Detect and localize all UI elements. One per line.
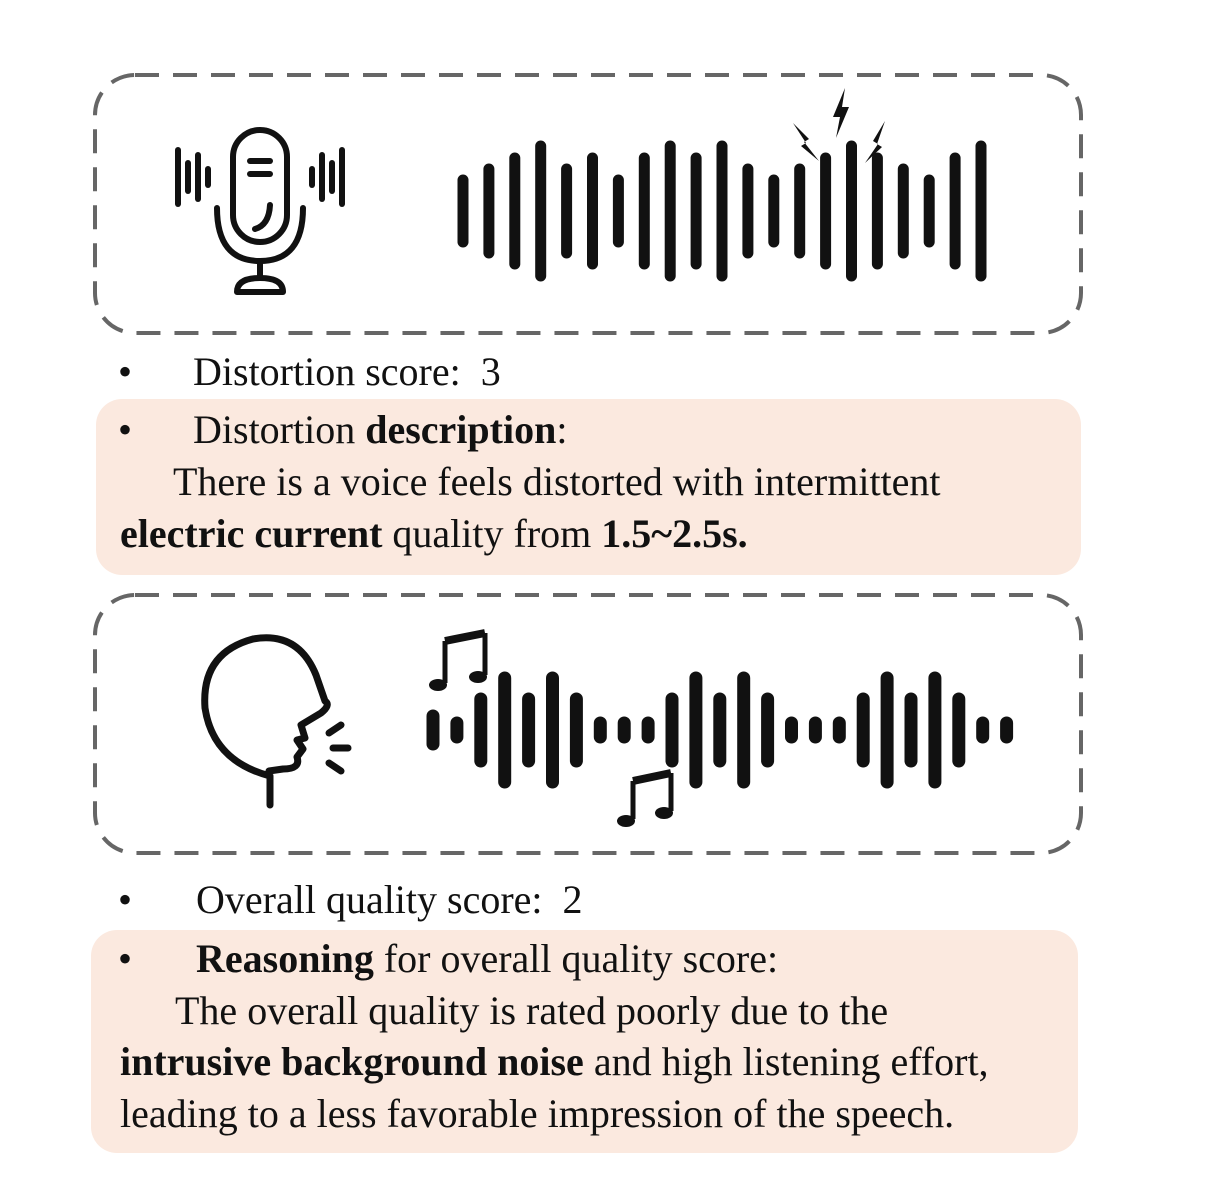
distortion-score-label: Distortion score: [193, 349, 461, 394]
distortion-description-line-2: electric current quality from 1.5~2.5s. [120, 511, 748, 556]
overall-quality-score-value: 2 [562, 877, 583, 922]
overall-quality-audio-panel [93, 593, 1083, 855]
bullet: • [118, 349, 133, 394]
waveform-icon [457, 140, 987, 282]
overall-quality-score-label: Overall quality score: [196, 877, 543, 922]
overall-quality-audio-graphic [93, 593, 1083, 855]
reasoning-line-3: leading to a less favorable impression o… [120, 1091, 955, 1136]
music-note-icon [429, 629, 488, 691]
distortion-description-line-1: There is a voice feels distorted with in… [173, 459, 941, 504]
waveform-icon [426, 671, 1014, 789]
reasoning-line-1: The overall quality is rated poorly due … [175, 988, 889, 1033]
bullet: • [118, 877, 133, 922]
reasoning-box [91, 930, 1078, 1153]
bullet: • [118, 936, 133, 981]
music-note-icon [617, 769, 674, 827]
overall-quality-score: Overall quality score: 2 [196, 876, 583, 924]
distortion-score-value: 3 [480, 349, 501, 394]
reasoning-line-2: intrusive background noise and high list… [120, 1039, 989, 1084]
bullet: • [118, 407, 133, 452]
distortion-audio-panel [93, 73, 1083, 335]
microphone-icon [175, 127, 345, 295]
distortion-description-heading: Distortion description: [193, 407, 568, 452]
distortion-audio-graphic [93, 73, 1083, 335]
distortion-score: Distortion score: 3 [193, 348, 501, 396]
reasoning-heading: Reasoning for overall quality score: [196, 936, 779, 981]
distortion-description-box [96, 399, 1081, 575]
lightning-icon [793, 88, 885, 163]
head-speaking-icon [201, 634, 352, 809]
